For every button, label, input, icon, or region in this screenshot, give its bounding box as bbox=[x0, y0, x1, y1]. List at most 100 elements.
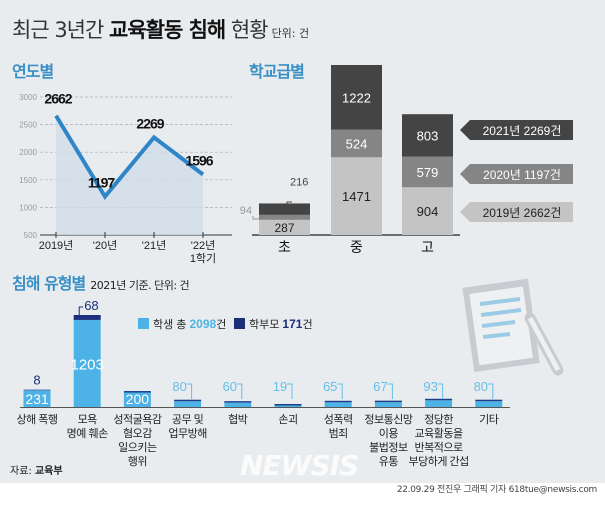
data-label: 67 bbox=[373, 379, 387, 394]
legend-label: 2020년 1197건 bbox=[483, 168, 561, 182]
legend-tag bbox=[460, 202, 573, 222]
bar-student bbox=[123, 392, 151, 407]
type-chart-heading: 침해 유형별 2021년 기준. 단위: 건 bbox=[12, 274, 190, 293]
y-tick-label: 3000 bbox=[19, 93, 37, 102]
data-label: 200 bbox=[126, 391, 150, 407]
legend-swatch bbox=[138, 318, 149, 329]
x-tick-label: '20년 bbox=[93, 239, 117, 252]
bar-parent bbox=[274, 404, 302, 406]
data-label: 216 bbox=[290, 176, 308, 188]
x-tick-label: 성적굴욕감 bbox=[113, 413, 161, 426]
series-line bbox=[54, 114, 205, 200]
stacked-chart-title: 학교급별 bbox=[249, 62, 305, 81]
charts-svg: 500 1000 1500 2000 2500 3000 2662 2019년 1197 '20년… bbox=[16, 65, 573, 468]
y-tick-label: 2500 bbox=[19, 121, 37, 130]
bar-parent bbox=[475, 399, 503, 402]
x-tick-label: 일으키는 bbox=[118, 440, 157, 454]
x-tick-label: 혐오감 bbox=[123, 427, 152, 440]
leader-line bbox=[78, 306, 84, 315]
bar-parent bbox=[425, 398, 453, 401]
x-tick-label: 1학기 bbox=[190, 252, 216, 265]
data-label: 1471 bbox=[342, 189, 371, 204]
bar-student bbox=[224, 402, 252, 407]
data-label: 1222 bbox=[342, 90, 371, 105]
data-label: 80 bbox=[474, 379, 488, 394]
legend-label: 학생 총 2098건 bbox=[153, 317, 226, 331]
bar-segment bbox=[259, 219, 310, 235]
bar-parent bbox=[224, 401, 252, 403]
bar-student bbox=[23, 390, 51, 407]
legend-tag bbox=[460, 164, 573, 184]
x-tick-label: 불법정보 bbox=[369, 441, 408, 454]
x-tick-label: 정보통신망 bbox=[364, 413, 412, 426]
x-tick-label: 고 bbox=[421, 239, 434, 255]
data-label: 19 bbox=[273, 379, 287, 394]
legend-label: 2019년 2662건 bbox=[483, 206, 562, 220]
data-label: 60 bbox=[223, 379, 237, 394]
bar-parent bbox=[174, 399, 202, 402]
x-tick-label: 업무방해 bbox=[168, 426, 206, 440]
bar-parent bbox=[374, 400, 402, 403]
x-tick-label: 2019년 bbox=[39, 239, 74, 252]
data-label: 2269 bbox=[136, 115, 164, 131]
x-tick-label: 반복적으로 bbox=[415, 441, 463, 454]
legend-label: 2021년 2269건 bbox=[483, 124, 562, 138]
leader-line bbox=[287, 383, 293, 399]
data-label: 231 bbox=[25, 391, 49, 407]
x-tick-label: 이용 bbox=[379, 427, 399, 440]
data-label: 68 bbox=[84, 298, 98, 313]
x-tick-label: 공무 및 bbox=[172, 413, 204, 426]
bar-parent bbox=[23, 389, 51, 391]
data-label: 80 bbox=[172, 379, 186, 394]
source: 자료: 교육부 bbox=[10, 466, 63, 477]
page-title: 최근 3년간 교육활동 침해 현황 단위: 건 bbox=[12, 18, 310, 42]
data-label: 287 bbox=[274, 221, 294, 235]
data-label: 579 bbox=[417, 165, 439, 180]
bar-student bbox=[475, 401, 503, 407]
x-tick-label: 교육활동을 bbox=[415, 426, 463, 440]
watermark: NEWSIS bbox=[240, 449, 359, 482]
leader-line bbox=[236, 383, 243, 399]
data-label: 1197 bbox=[88, 175, 116, 191]
bar-segment bbox=[259, 214, 310, 220]
x-tick-label: 범죄 bbox=[329, 427, 348, 440]
leader-line bbox=[487, 383, 494, 399]
leader-line bbox=[186, 383, 193, 399]
area-fill bbox=[56, 115, 203, 235]
x-tick-label: 행위 bbox=[128, 455, 147, 468]
bar-segment bbox=[402, 156, 453, 188]
x-tick-label: 기타 bbox=[479, 413, 499, 426]
bar-segment bbox=[259, 203, 310, 215]
credit-footer: 22.09.29 전진우 그래픽 기자 618tue@newsis.com bbox=[396, 485, 597, 495]
x-tick-label: 손괴 bbox=[278, 413, 297, 426]
data-label: 803 bbox=[417, 128, 439, 143]
bar-student bbox=[425, 400, 453, 407]
x-tick-label: 부당하게 간섭 bbox=[408, 454, 468, 468]
leader-line bbox=[337, 383, 343, 399]
x-tick-label: 협박 bbox=[228, 413, 248, 426]
bar-student bbox=[274, 405, 302, 407]
data-label: 1203 bbox=[71, 356, 104, 373]
x-tick-label: 모욕 bbox=[78, 413, 98, 426]
data-label: 524 bbox=[346, 136, 368, 151]
bar-segment bbox=[331, 65, 382, 130]
bar-student bbox=[374, 402, 402, 407]
x-tick-label: '22년 bbox=[191, 239, 215, 252]
legend-tag bbox=[460, 120, 573, 140]
legend-swatch bbox=[234, 318, 245, 329]
bar-parent bbox=[123, 391, 151, 393]
notepad-pencil-icon bbox=[462, 278, 564, 376]
bar-segment bbox=[402, 187, 453, 235]
y-tick-label: 1000 bbox=[19, 203, 37, 212]
x-tick-label: 초 bbox=[278, 239, 291, 255]
y-tick-label: 500 bbox=[24, 231, 38, 240]
leader-line bbox=[437, 383, 444, 399]
line-chart-title: 연도별 bbox=[12, 62, 54, 81]
bar-parent bbox=[73, 315, 101, 320]
background bbox=[0, 0, 605, 483]
leader-line bbox=[387, 383, 393, 399]
x-tick-label: 명예 훼손 bbox=[67, 427, 108, 440]
x-tick-label: 정당한 bbox=[424, 413, 453, 426]
bar-student bbox=[174, 401, 202, 407]
y-tick-label: 1500 bbox=[19, 176, 37, 185]
